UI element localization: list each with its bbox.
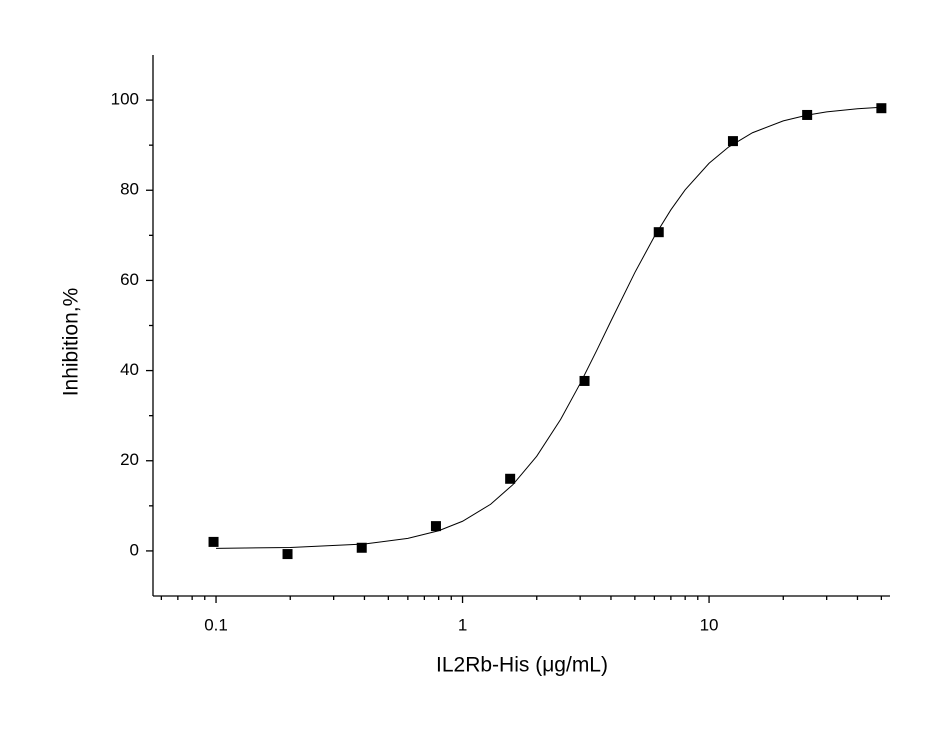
x-axis-label: IL2Rb-His (μg/mL) bbox=[436, 654, 608, 677]
y-tick-label: 40 bbox=[120, 360, 139, 379]
y-tick-label: 60 bbox=[120, 270, 139, 289]
y-tick-label: 20 bbox=[120, 450, 139, 469]
x-tick-label: 1 bbox=[458, 615, 467, 634]
y-tick-label: 0 bbox=[130, 540, 139, 559]
y-tick-label: 80 bbox=[120, 180, 139, 199]
data-point bbox=[579, 375, 590, 386]
x-tick-label: 10 bbox=[700, 615, 719, 634]
data-point bbox=[653, 227, 664, 238]
data-point bbox=[282, 549, 293, 560]
y-tick-label: 100 bbox=[111, 90, 139, 109]
data-point bbox=[208, 536, 219, 547]
data-point bbox=[727, 136, 738, 147]
data-point bbox=[876, 103, 887, 114]
data-point bbox=[430, 521, 441, 532]
fit-curve bbox=[216, 106, 882, 549]
y-axis-label: Inhibition,% bbox=[60, 288, 83, 397]
x-tick-label: 0.1 bbox=[204, 615, 228, 634]
data-point bbox=[505, 473, 516, 484]
data-point bbox=[356, 542, 367, 553]
